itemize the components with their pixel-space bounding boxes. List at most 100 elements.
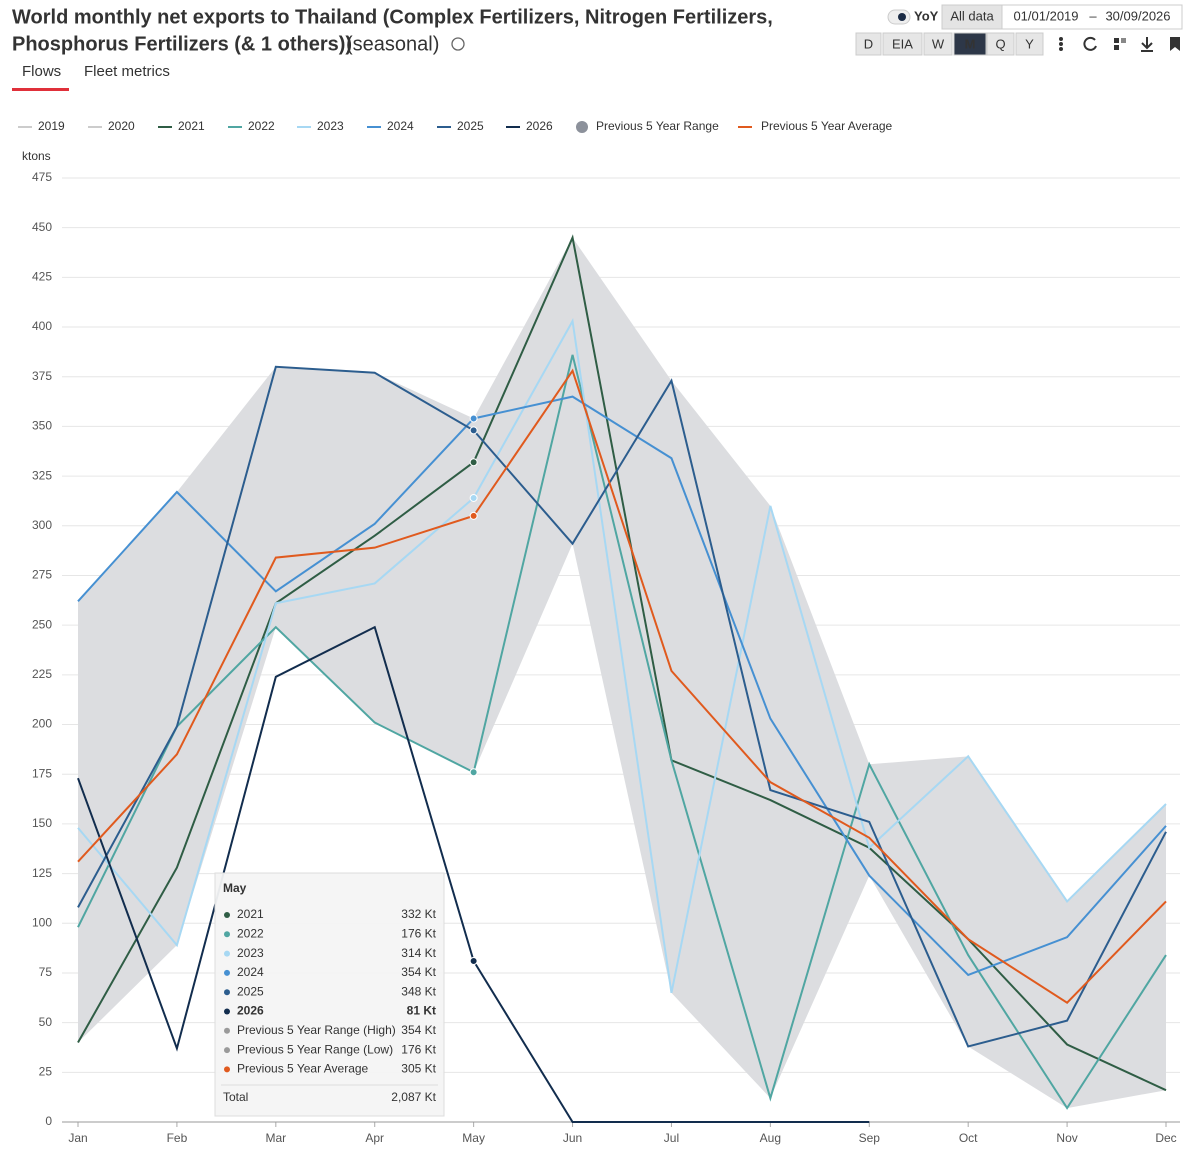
legend-label[interactable]: 2020 [108,119,135,133]
tooltip-row-name: Previous 5 Year Range (Low) [237,1042,393,1056]
tooltip-row-name: 2022 [237,926,264,940]
frequency-button-label: Y [1025,36,1034,51]
active-tab-underline [12,88,69,91]
legend-label[interactable]: 2024 [387,119,414,133]
legend-label[interactable]: 2025 [457,119,484,133]
y-tick-label: 0 [45,1114,52,1128]
y-tick-label: 25 [39,1064,53,1078]
y-tick-label: 325 [32,468,52,482]
legend-label[interactable]: 2022 [248,119,275,133]
y-tick-label: 350 [32,419,52,433]
tooltip-dot [224,1047,230,1054]
info-icon[interactable] [451,37,465,51]
tooltip-total-name: Total [223,1090,248,1104]
legend-label[interactable]: 2023 [317,119,344,133]
tooltip-title: May [223,881,247,895]
legend-label[interactable]: 2026 [526,119,553,133]
frequency-button-label: D [864,36,873,51]
legend-label[interactable]: 2019 [38,119,65,133]
series-line [77,365,1167,1048]
tooltip-dot [224,1027,230,1034]
toolbar-icons [1059,36,1180,52]
menu-icon-dot [1059,42,1063,46]
y-tick-label: 75 [39,965,53,979]
x-tick-label: Jan [68,1131,87,1145]
y-tick-label: 400 [32,319,52,333]
frequency-button[interactable] [882,32,923,56]
date-from: 01/01/2019 [1013,8,1078,23]
tooltip-dot [224,931,230,938]
y-axis-label: ktons [22,149,51,163]
tooltip-row-value: 348 Kt [401,984,436,998]
tooltip-row-name: 2021 [237,907,264,921]
tooltip-row-name: 2024 [237,965,264,979]
y-tick-label: 475 [32,170,52,184]
date-input[interactable] [1001,4,1183,30]
x-tick-label: Feb [167,1131,188,1145]
bookmark-icon[interactable] [1170,37,1180,51]
grid-icon[interactable] [1114,38,1119,43]
hover-marker [469,426,478,435]
grid-icon-cell [1121,38,1126,43]
series-line [77,318,1167,994]
tooltip-dot [224,969,230,976]
menu-icon-dot [1059,47,1063,51]
frequency-button[interactable] [953,32,987,56]
y-tick-label: 250 [32,617,52,631]
frequency-button-label: EIA [892,36,913,51]
tooltip-row-value: 354 Kt [401,965,436,979]
tooltip-row-value: 176 Kt [401,1042,436,1056]
tooltip-row-value: 354 Kt [401,1023,436,1037]
tooltip-row-name: Previous 5 Year Range (High) [237,1023,396,1037]
tooltip-row-value: 176 Kt [401,926,436,940]
legend-label[interactable]: 2021 [178,119,205,133]
y-tick-label: 50 [39,1015,53,1029]
refresh-icon[interactable] [1083,36,1097,51]
title-line: Phosphorus Fertilizers (& 1 others)) [12,33,352,55]
range-button-label: All data [950,8,994,23]
legend-label[interactable]: Previous 5 Year Average [761,119,893,133]
tab[interactable]: Fleet metrics [84,63,170,80]
frequency-button[interactable] [1015,32,1044,56]
tab[interactable]: Flows [22,63,61,80]
grid-icon-cell [1114,45,1119,50]
y-tick-label: 125 [32,866,52,880]
x-tick-label: Mar [265,1131,286,1145]
y-tick-label: 425 [32,270,52,284]
tooltip-row-value: 314 Kt [401,946,436,960]
tooltip-row-name: Previous 5 Year Average [237,1062,369,1076]
legend-swatch [576,121,588,133]
tooltip-dot [224,912,230,918]
date-sep: – [1089,8,1097,23]
tooltip-row-value: 305 Kt [401,1062,436,1076]
tooltip-row-name: 2026 [237,1004,264,1018]
range-button[interactable] [941,4,1003,30]
y-tick-label: 300 [32,518,52,532]
hover-marker [469,493,478,502]
frequency-button[interactable] [986,32,1015,56]
frequency-button[interactable] [855,32,882,56]
tooltip-row-name: 2025 [237,984,264,998]
frequency-button-label: Q [995,36,1005,51]
toggle-label: YoY [914,8,939,23]
tooltip-dot [224,950,230,957]
subtitle: (seasonal) [346,33,439,55]
download-icon[interactable] [1141,37,1153,52]
hover-marker [469,458,478,467]
tooltip-row-value: 332 Kt [401,907,436,921]
x-tick-label: Nov [1056,1131,1077,1145]
frequency-button[interactable] [923,32,953,56]
y-tick-label: 175 [32,766,52,780]
y-tick-label: 375 [32,369,52,383]
tooltip-row-value: 81 Kt [407,1004,436,1018]
hover-marker [469,957,478,966]
tooltip-dot [224,1008,230,1015]
toggle-knob [898,13,906,21]
y-tick-label: 275 [32,568,52,582]
legend-label[interactable]: Previous 5 Year Range [596,119,719,133]
menu-icon[interactable] [1059,37,1063,41]
frequency-button-label: W [932,36,945,51]
y-tick-label: 150 [32,816,52,830]
x-tick-label: Jul [664,1131,679,1145]
